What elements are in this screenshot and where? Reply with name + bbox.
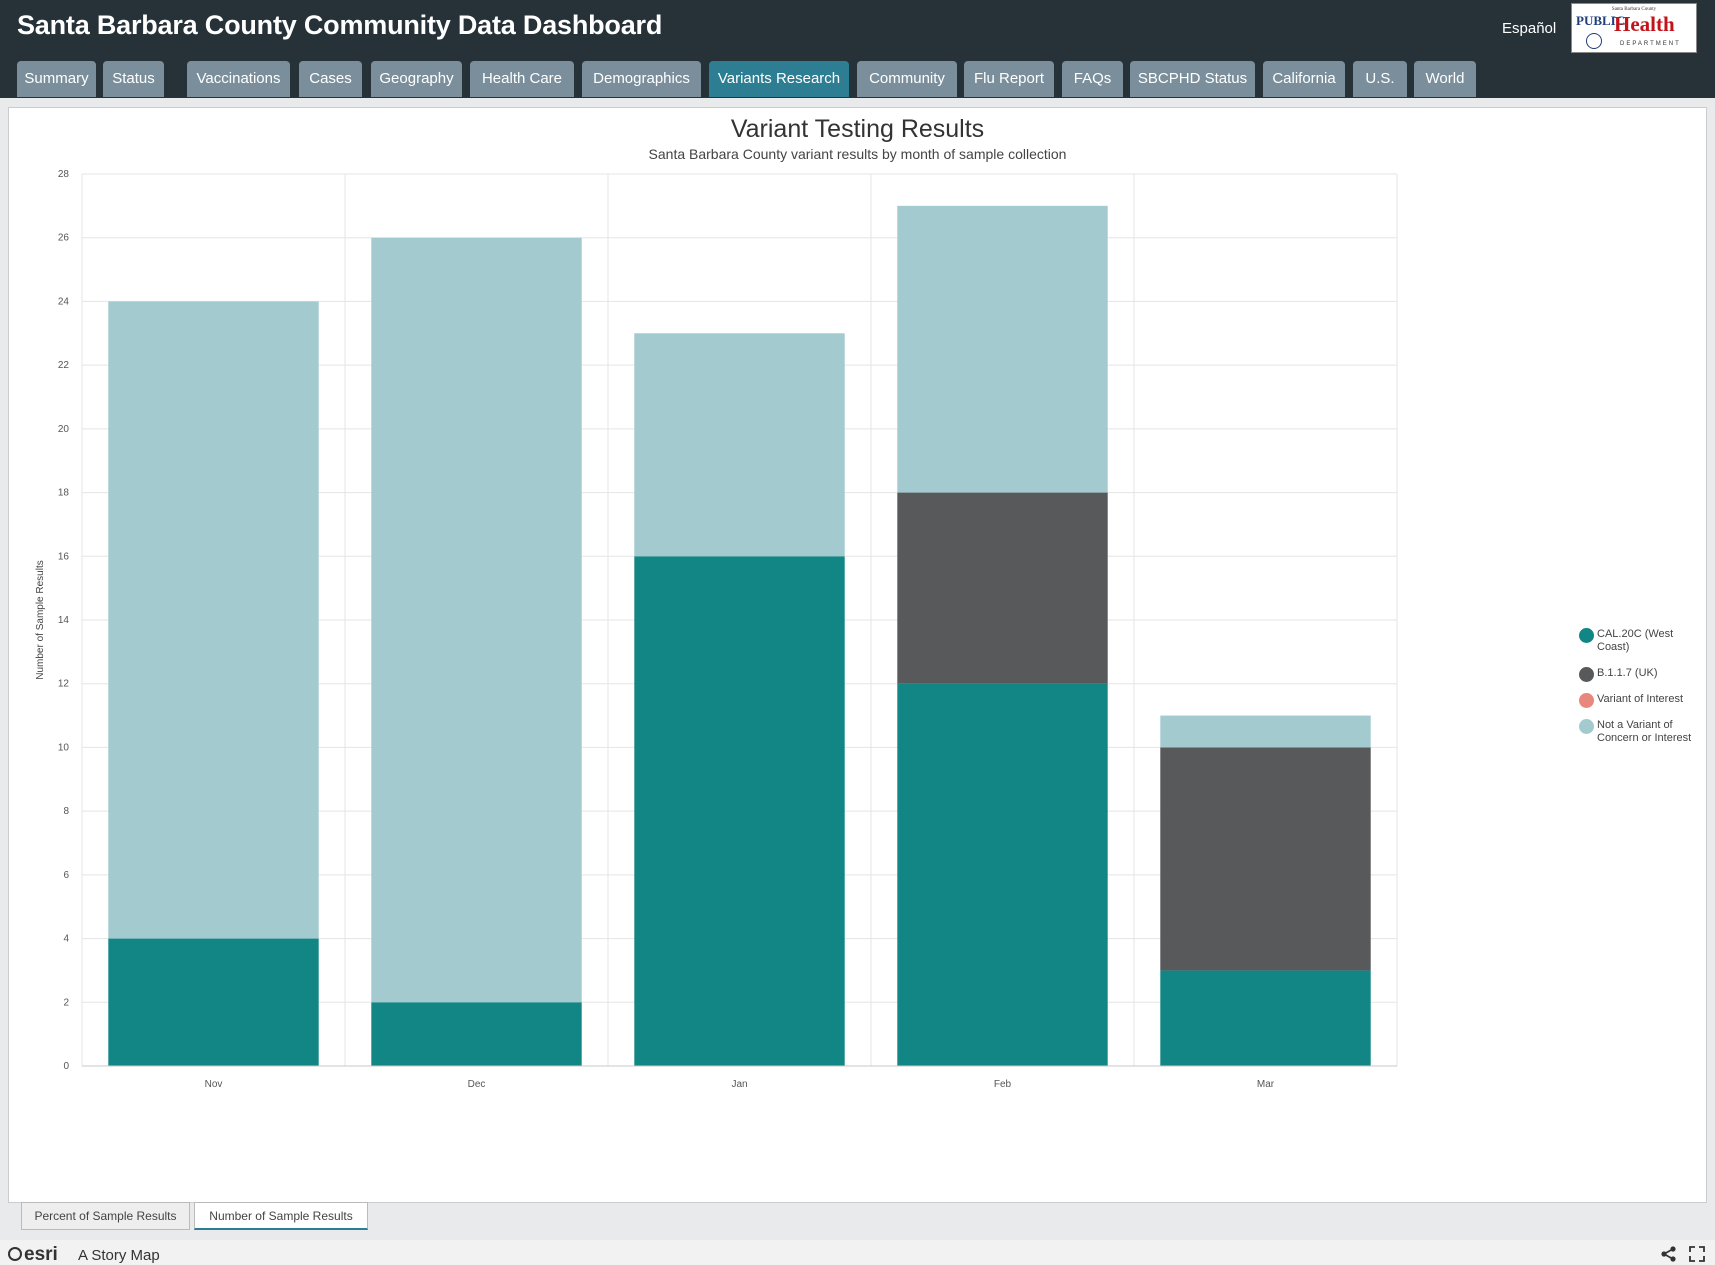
y-tick-label: 24: [58, 296, 70, 307]
x-tick-label: Dec: [468, 1079, 486, 1090]
public-health-logo[interactable]: Santa Barbara County PUBLIC Health DEPAR…: [1571, 3, 1697, 53]
legend-swatch-icon: [1579, 719, 1594, 734]
x-tick-label: Jan: [731, 1079, 747, 1090]
y-tick-label: 4: [63, 934, 69, 945]
bar-segment: [1160, 747, 1371, 971]
tab-health-care[interactable]: Health Care: [470, 61, 574, 97]
bar-segment: [371, 237, 582, 1003]
globe-icon: [8, 1247, 22, 1261]
tab-world[interactable]: World: [1414, 61, 1476, 97]
bar-segment: [897, 205, 1108, 493]
x-tick-label: Nov: [205, 1079, 223, 1090]
bar-segment: [108, 938, 319, 1066]
logo-department-text: DEPARTMENT: [1620, 41, 1681, 47]
fullscreen-icon[interactable]: [1688, 1245, 1706, 1263]
y-tick-label: 26: [58, 233, 70, 244]
county-seal-icon: [1586, 33, 1602, 49]
x-tick-label: Mar: [1257, 1079, 1275, 1090]
tab-community[interactable]: Community: [857, 61, 957, 97]
y-axis-label: Number of Sample Results: [35, 560, 46, 680]
legend-swatch-icon: [1579, 628, 1594, 643]
legend-item-not-variant[interactable]: Not a Variant of Concern or Interest: [1569, 719, 1699, 745]
legend-item-cal20c[interactable]: CAL.20C (West Coast): [1569, 628, 1699, 654]
app-title: Santa Barbara County Community Data Dash…: [17, 10, 663, 40]
esri-logo[interactable]: esri: [8, 1244, 58, 1265]
bar-segment: [634, 556, 845, 1066]
tab-us[interactable]: U.S.: [1353, 61, 1407, 97]
bar-segment: [371, 1002, 582, 1066]
tab-variants-research[interactable]: Variants Research: [709, 61, 849, 97]
bar-segment: [897, 683, 1108, 1066]
bar-segment: [108, 301, 319, 939]
chart-title: Variant Testing Results: [730, 115, 985, 143]
legend-swatch-icon: [1579, 667, 1594, 682]
tab-summary[interactable]: Summary: [17, 61, 96, 97]
y-tick-label: 6: [63, 870, 69, 881]
tab-california[interactable]: California: [1263, 61, 1345, 97]
bar-segment: [897, 492, 1108, 684]
tab-status[interactable]: Status: [103, 61, 164, 97]
y-tick-label: 0: [63, 1061, 69, 1072]
y-tick-label: 10: [58, 742, 70, 753]
story-map-label: A Story Map: [78, 1247, 160, 1264]
footer-bar: [0, 1240, 1715, 1265]
chart-subtitle: Santa Barbara County variant results by …: [648, 146, 1067, 162]
legend-item-b117[interactable]: B.1.1.7 (UK): [1569, 667, 1699, 682]
bar-segment: [1160, 715, 1371, 748]
y-tick-label: 20: [58, 424, 70, 435]
tab-geography[interactable]: Geography: [371, 61, 462, 97]
logo-top-text: Santa Barbara County: [1611, 7, 1657, 12]
tab-faqs[interactable]: FAQs: [1062, 61, 1123, 97]
legend-label: Variant of Interest: [1597, 693, 1684, 705]
bar-segment: [1160, 970, 1371, 1066]
legend-label: CAL.20C (West Coast): [1597, 628, 1674, 653]
legend-item-variant-of-interest[interactable]: Variant of Interest: [1569, 693, 1699, 708]
y-tick-label: 8: [63, 806, 69, 817]
tab-sbcphd-status[interactable]: SBCPHD Status: [1130, 61, 1255, 97]
legend-label: B.1.1.7 (UK): [1597, 667, 1658, 679]
y-tick-label: 22: [58, 360, 70, 371]
y-tick-label: 12: [58, 679, 70, 690]
chart-legend: CAL.20C (West Coast) B.1.1.7 (UK) Varian…: [1569, 628, 1699, 758]
legend-swatch-icon: [1579, 693, 1594, 708]
legend-label: Not a Variant of Concern or Interest: [1597, 719, 1692, 744]
y-tick-label: 2: [63, 997, 69, 1008]
chart-panel: Variant Testing Results Santa Barbara Co…: [8, 107, 1707, 1203]
tab-flu-report[interactable]: Flu Report: [964, 61, 1054, 97]
x-tick-label: Feb: [994, 1079, 1012, 1090]
tab-cases[interactable]: Cases: [299, 61, 362, 97]
tab-vaccinations[interactable]: Vaccinations: [187, 61, 290, 97]
y-tick-label: 18: [58, 488, 70, 499]
bar-segment: [634, 333, 845, 557]
tab-percent-of-sample-results[interactable]: Percent of Sample Results: [21, 1202, 190, 1230]
y-tick-label: 14: [58, 615, 70, 626]
esri-brand-text: esri: [24, 1244, 58, 1265]
language-link-espanol[interactable]: Español: [1502, 20, 1557, 37]
share-icon[interactable]: [1660, 1245, 1678, 1263]
logo-public-text: PUBLIC: [1576, 13, 1626, 28]
tab-demographics[interactable]: Demographics: [582, 61, 701, 97]
tab-number-of-sample-results[interactable]: Number of Sample Results: [194, 1202, 368, 1230]
y-tick-label: 16: [58, 551, 70, 562]
y-tick-label: 28: [58, 169, 70, 180]
logo-health-text: Health: [1614, 12, 1675, 36]
